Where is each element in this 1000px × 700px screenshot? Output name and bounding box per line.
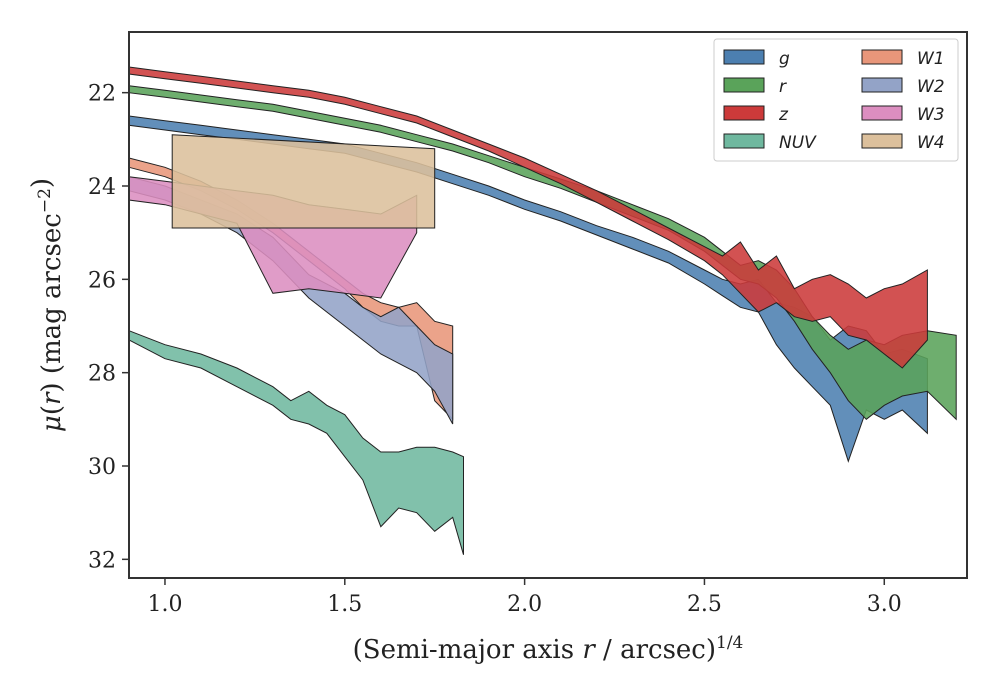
legend-swatch-g xyxy=(723,49,765,65)
axes-frame xyxy=(128,31,968,579)
band-w4 xyxy=(171,134,436,229)
y-tick-label: 22 xyxy=(88,82,116,107)
legend-label-z: z xyxy=(778,105,789,125)
y-tick-label: 28 xyxy=(88,362,116,387)
tick-layer: 1.0 1.5 2.0 2.5 3.0 22 24 26 28 30 32 xyxy=(88,82,902,617)
x-tick-label: 3.0 xyxy=(867,592,902,617)
legend: grz NUV W1 W2 W3 W4 xyxy=(713,38,959,162)
x-axis-label: (Semi-major axis r / arcsec)1/4 xyxy=(353,633,744,665)
legend-label-w3: W3 xyxy=(917,105,945,125)
legend-label-w2: W2 xyxy=(917,77,945,97)
legend-label-g: g xyxy=(779,49,790,69)
legend-swatch-w1 xyxy=(861,49,903,65)
legend-swatch-w2 xyxy=(861,77,903,93)
y-tick-label: 30 xyxy=(88,455,116,480)
y-axis-label: μ(r) (mag arcsec−2) xyxy=(27,178,67,432)
x-tick-label: 1.5 xyxy=(327,592,362,617)
legend-label-nuv: NUV xyxy=(779,133,817,153)
band-g xyxy=(128,115,928,463)
band-layer xyxy=(128,66,957,555)
legend-swatch-w3 xyxy=(861,105,903,121)
band-nuv xyxy=(128,329,464,555)
legend-box xyxy=(713,38,959,162)
legend-label-w4: W4 xyxy=(917,133,945,153)
y-tick-label: 24 xyxy=(88,175,116,200)
x-tick-label: 2.0 xyxy=(507,592,542,617)
y-tick-label: 32 xyxy=(88,548,116,573)
legend-label-r: r xyxy=(779,77,787,97)
legend-swatch-r xyxy=(723,77,765,93)
legend-swatch-nuv xyxy=(723,133,765,149)
y-tick-label: 26 xyxy=(88,268,116,293)
x-tick-label: 2.5 xyxy=(687,592,722,617)
band-z xyxy=(128,66,928,369)
band-r xyxy=(128,85,957,421)
legend-swatch-w4 xyxy=(861,133,903,149)
legend-label-w1: W1 xyxy=(917,49,945,69)
legend-swatch-z xyxy=(723,105,765,121)
x-tick-label: 1.0 xyxy=(147,592,182,617)
